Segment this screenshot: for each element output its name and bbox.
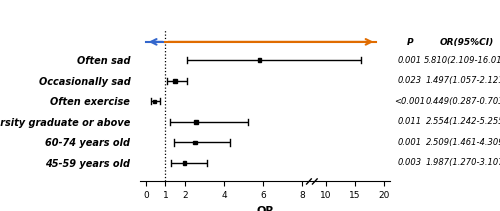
Text: P: P [406,38,414,47]
Text: 1.497(1.057-2.121): 1.497(1.057-2.121) [426,76,500,85]
Text: <0.001: <0.001 [394,97,426,106]
Bar [258,58,261,62]
Text: 2.554(1.242-5.255): 2.554(1.242-5.255) [426,118,500,126]
Bar [183,161,186,165]
Text: 1.987(1.270-3.107): 1.987(1.270-3.107) [426,158,500,168]
Text: 2.509(1.461-4.309): 2.509(1.461-4.309) [426,138,500,147]
Bar [193,141,196,144]
Text: 0.001: 0.001 [398,138,422,147]
Text: 0.001: 0.001 [398,56,422,65]
Text: 0.023: 0.023 [398,76,422,85]
Text: 5.810(2.109-16.011): 5.810(2.109-16.011) [424,56,500,65]
Text: 0.449(0.287-0.703): 0.449(0.287-0.703) [426,97,500,106]
Bar [153,100,156,103]
Bar [194,120,198,124]
X-axis label: OR: OR [256,206,274,211]
Text: 0.011: 0.011 [398,118,422,126]
Text: 0.003: 0.003 [398,158,422,168]
Text: OR(95%CI): OR(95%CI) [440,38,494,47]
Bar [174,79,177,83]
